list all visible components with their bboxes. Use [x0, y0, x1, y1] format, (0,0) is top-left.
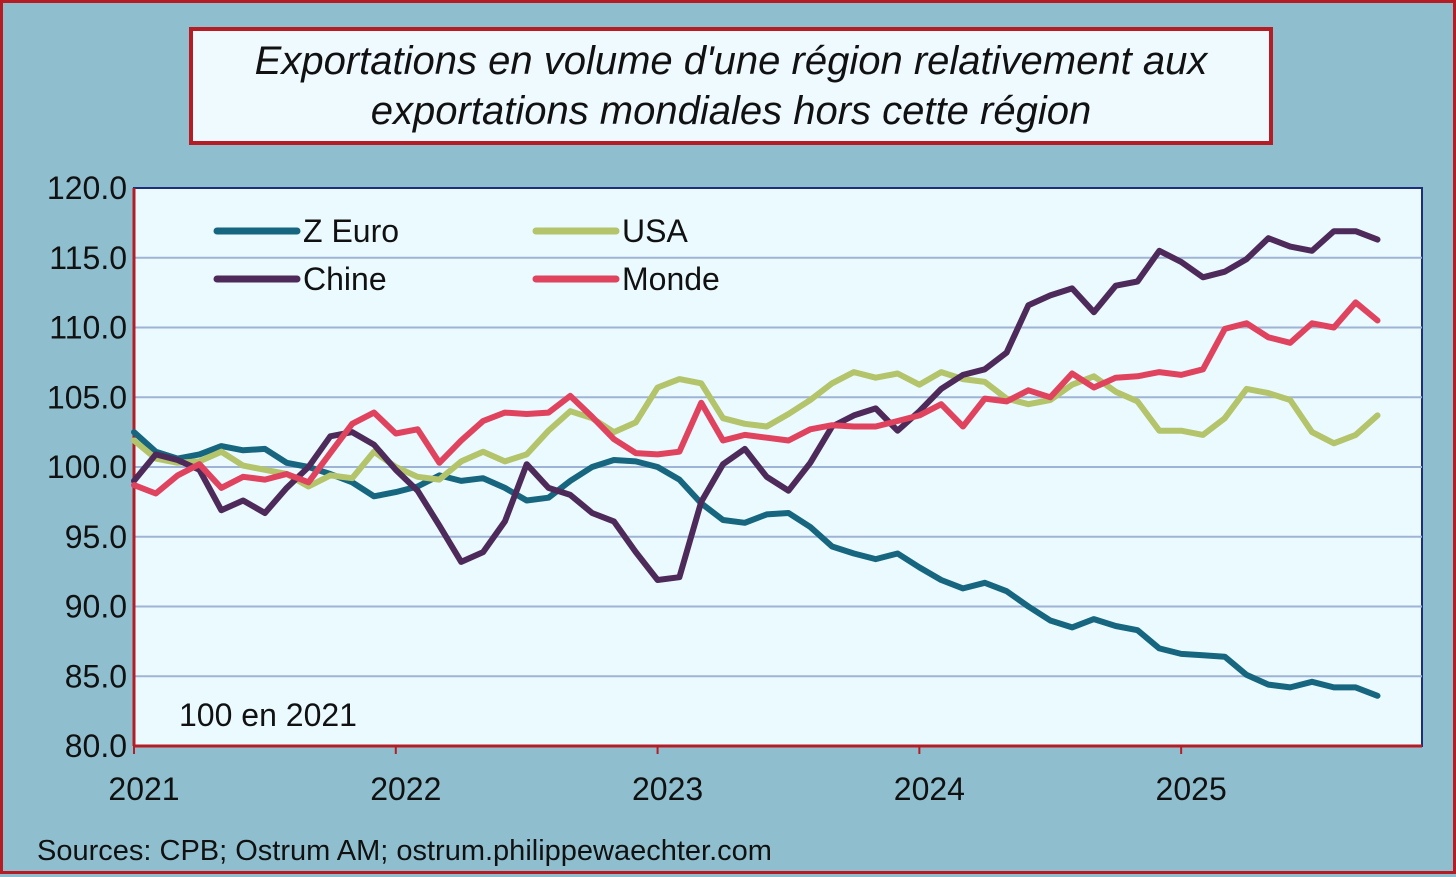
x-tick-label: 2024: [894, 771, 965, 807]
legend: Z Euro USA Chine Monde: [213, 213, 720, 297]
series-line-monde: [131, 299, 1381, 497]
y-tick-label: 105.0: [47, 379, 127, 415]
y-tick-label: 85.0: [65, 658, 127, 694]
x-tick-label: 2023: [632, 771, 703, 807]
y-axis: 80.0 85.0 90.0 95.0 100.0 105.0 110.0 115.0 120.…: [47, 170, 127, 764]
x-axis: 2021 2022 2023 2024 2025: [108, 746, 1227, 807]
legend-label-z-euro: Z Euro: [303, 213, 399, 249]
source-note: Sources: CPB; Ostrum AM; ostrum.philippe…: [37, 835, 772, 867]
y-tick-label: 100.0: [47, 449, 127, 485]
y-tick-label: 115.0: [49, 240, 127, 276]
legend-label-monde: Monde: [622, 261, 720, 297]
series-lines: [131, 228, 1381, 699]
series-line-usa: [131, 369, 1381, 490]
legend-label-chine: Chine: [303, 261, 387, 297]
x-tick-label: 2021: [108, 771, 179, 807]
x-tick-label: 2022: [370, 771, 441, 807]
x-tick-label: 2025: [1156, 771, 1227, 807]
y-tick-label: 110.0: [49, 310, 127, 346]
y-tick-label: 95.0: [65, 519, 127, 555]
y-tick-label: 90.0: [65, 589, 127, 625]
chart-title: Exportations en volume d'une région rela…: [189, 27, 1273, 145]
grid-lines: [134, 256, 1422, 678]
y-tick-label: 120.0: [47, 170, 127, 206]
chart-title-line-1: Exportations en volume d'une région rela…: [254, 39, 1208, 83]
base-note: 100 en 2021: [179, 697, 357, 733]
legend-label-usa: USA: [622, 213, 688, 249]
line-chart: 80.0 85.0 90.0 95.0 100.0 105.0 110.0 115.0 120.…: [47, 170, 1423, 807]
y-tick-label: 80.0: [65, 728, 127, 764]
chart-title-line-2: exportations mondiales hors cette région: [370, 89, 1092, 133]
